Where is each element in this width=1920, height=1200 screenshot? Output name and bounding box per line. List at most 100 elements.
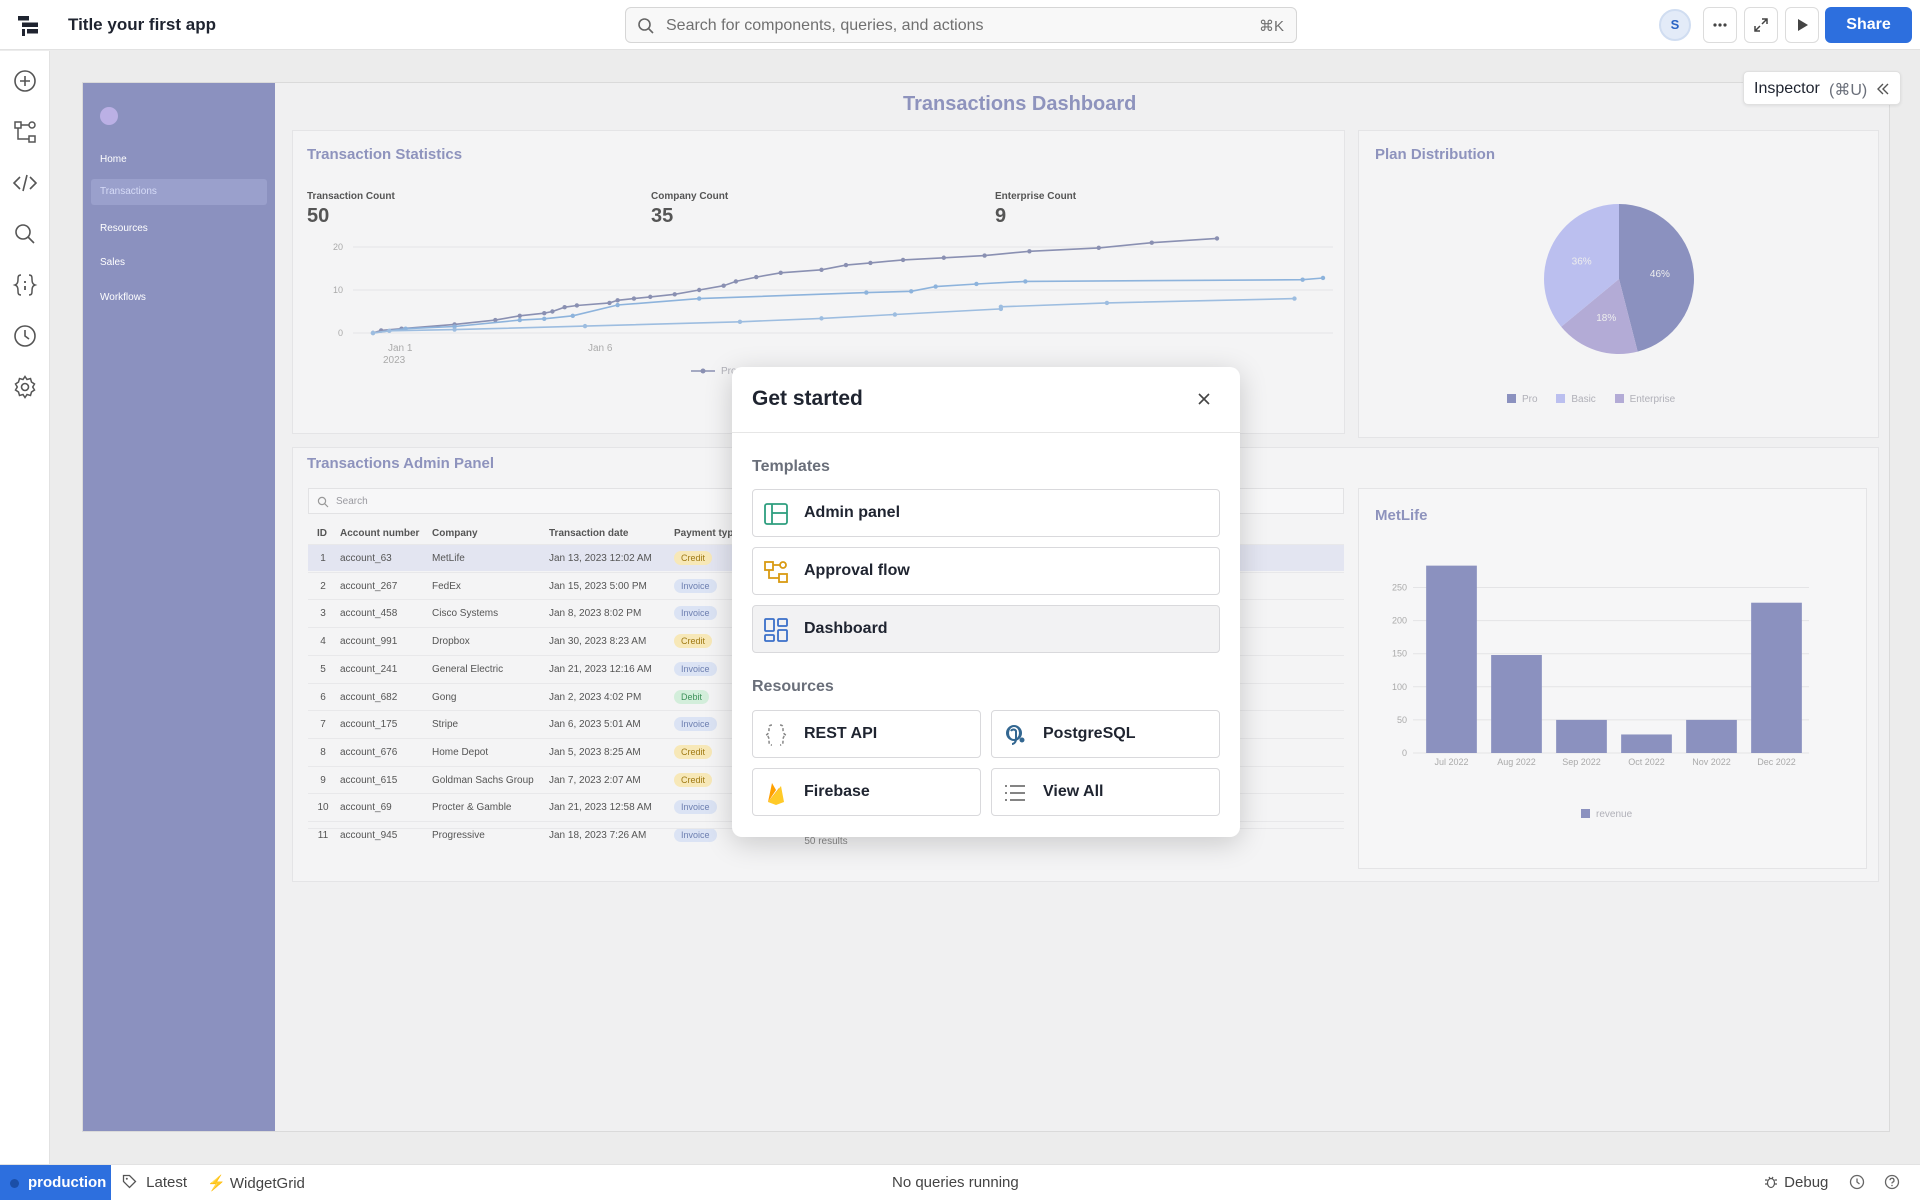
resource-label: View All (1043, 783, 1104, 800)
card-title: Plan Distribution (1375, 146, 1495, 163)
payment-type-badge: Invoice (674, 828, 717, 842)
y-tick-label: 50 (1397, 715, 1407, 725)
workflow-icon[interactable] (12, 119, 38, 145)
user-avatar[interactable]: S (1659, 9, 1691, 41)
x-tick-label: 2023 (383, 355, 406, 366)
line-point (819, 316, 824, 321)
layout-mode-selector[interactable]: ⚡ WidgetGrid (207, 1174, 305, 1192)
pie-legend: Pro Basic Enterprise (1507, 394, 1675, 405)
braces-icon[interactable] (12, 272, 38, 298)
more-options-button[interactable] (1703, 7, 1737, 43)
cell-id: 8 (320, 746, 326, 758)
version-selector[interactable]: Latest (122, 1174, 187, 1191)
debug-button[interactable]: Debug (1764, 1174, 1828, 1191)
template-dashboard[interactable]: Dashboard (752, 605, 1220, 653)
double-chevron-left-icon (1877, 83, 1889, 95)
line-point (1214, 236, 1220, 241)
pie-slice (1544, 204, 1619, 327)
pie-slice-label: 18% (1596, 313, 1616, 324)
x-tick-label: Dec 2022 (1757, 757, 1796, 767)
card-title: Transactions Admin Panel (307, 455, 494, 472)
legend-item: Enterprise (1614, 394, 1675, 405)
search-icon (317, 496, 329, 508)
nav-item-transactions[interactable]: Transactions (91, 179, 267, 205)
resource-postgresql[interactable]: PostgreSQL (991, 710, 1220, 758)
fullscreen-button[interactable] (1744, 7, 1778, 43)
template-approval-flow[interactable]: Approval flow (752, 547, 1220, 595)
resource-view-all[interactable]: View All (991, 768, 1220, 816)
line-series (372, 237, 1218, 334)
history-icon[interactable] (12, 323, 38, 349)
inspector-toggle[interactable]: Inspector (⌘U) (1743, 71, 1901, 105)
search-placeholder: Search for components, queries, and acti… (666, 17, 984, 34)
cell-date: Jan 8, 2023 8:02 PM (549, 608, 642, 620)
preview-button[interactable] (1785, 7, 1819, 43)
plus-circle-icon[interactable] (12, 68, 38, 94)
revenue-bar (1426, 565, 1477, 753)
column-header[interactable]: ID (317, 528, 327, 539)
line-point (982, 253, 987, 258)
column-header[interactable]: Company (432, 528, 478, 539)
cell-account: account_241 (340, 663, 398, 675)
x-tick-label: Aug 2022 (1497, 757, 1536, 767)
cell-account: account_615 (340, 774, 398, 786)
app-title[interactable]: Title your first app (68, 15, 216, 34)
template-label: Dashboard (804, 620, 888, 637)
column-header[interactable]: Transaction date (549, 528, 629, 539)
line-point (370, 330, 376, 336)
environment-selector[interactable]: production (0, 1165, 111, 1200)
line-point (517, 313, 522, 318)
template-label: Admin panel (804, 504, 901, 521)
payment-type-badge: Invoice (674, 717, 717, 732)
column-header[interactable]: Account number (340, 528, 420, 539)
inspector-shortcut: (⌘U) (1829, 82, 1868, 99)
cell-account: account_682 (340, 691, 398, 703)
line-point (778, 270, 783, 275)
cell-company: General Electric (432, 663, 504, 675)
line-point (1320, 275, 1326, 281)
nav-item-workflows[interactable]: Workflows (100, 292, 146, 303)
bar-legend: revenue (1581, 809, 1632, 820)
retool-logo-icon[interactable] (16, 14, 40, 38)
settings-icon[interactable] (12, 374, 38, 400)
resource-rest-api[interactable]: REST API (752, 710, 981, 758)
app-logo-icon (100, 107, 118, 125)
nav-item-sales[interactable]: Sales (100, 257, 126, 268)
cell-date: Jan 30, 2023 8:23 AM (549, 636, 647, 648)
play-icon (1798, 19, 1808, 31)
cell-company: Cisco Systems (432, 608, 499, 620)
x-tick-label: Sep 2022 (1562, 757, 1601, 767)
search-shortcut: ⌘K (1258, 18, 1284, 35)
line-point (933, 284, 938, 289)
cell-id: 1 (320, 553, 326, 564)
code-icon[interactable] (12, 170, 38, 196)
pie-slice-label: 36% (1572, 256, 1592, 267)
column-header[interactable]: Payment typ (674, 528, 734, 539)
revenue-bar (1621, 734, 1672, 753)
x-tick-label: Jan 1 (388, 343, 413, 354)
line-point (754, 274, 759, 280)
template-admin-panel[interactable]: Admin panel (752, 489, 1220, 537)
revenue-bar (1556, 719, 1607, 753)
nav-item-home[interactable]: Home (100, 154, 127, 165)
cell-id: 10 (317, 802, 329, 814)
close-button[interactable] (1192, 387, 1216, 411)
cell-account: account_267 (340, 580, 398, 592)
history-button[interactable] (1849, 1174, 1865, 1190)
resource-firebase[interactable]: Firebase (752, 768, 981, 816)
resource-label: REST API (804, 725, 878, 742)
app-sidebar: Home Transactions Resources Sales Workfl… (83, 83, 275, 1131)
share-button[interactable]: Share (1825, 7, 1912, 43)
environment-label: production (28, 1174, 107, 1191)
y-tick-label: 200 (1392, 616, 1407, 626)
stat-value: 35 (651, 205, 674, 227)
template-label: Approval flow (804, 562, 910, 579)
command-search-input[interactable]: Search for components, queries, and acti… (625, 7, 1297, 43)
help-button[interactable] (1884, 1174, 1900, 1190)
search-icon[interactable] (12, 221, 38, 247)
nav-item-resources[interactable]: Resources (100, 223, 148, 234)
stat-label: Company Count (651, 191, 729, 202)
x-tick-label: Oct 2022 (1628, 757, 1665, 767)
x-tick-label: Nov 2022 (1692, 757, 1731, 767)
x-tick-label: Jan 6 (588, 343, 613, 354)
